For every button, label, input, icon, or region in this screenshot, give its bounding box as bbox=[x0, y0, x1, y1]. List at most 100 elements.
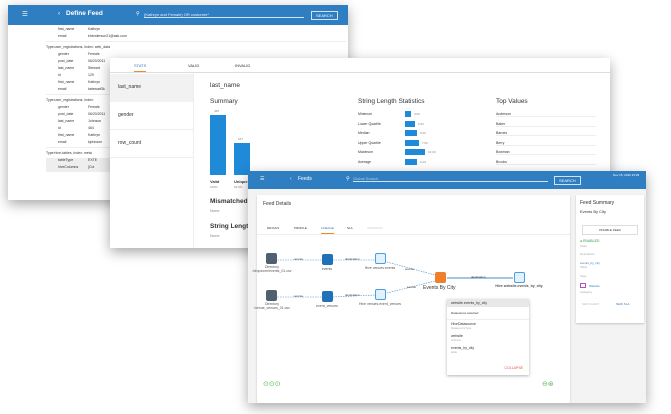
record-value: 06/20/2011 bbox=[88, 59, 106, 63]
summary-bar-pct: 100% bbox=[210, 185, 218, 189]
top-value: Barnes bbox=[496, 131, 596, 136]
popup-row: events_by_city table bbox=[447, 344, 529, 356]
summary-title: Feed Summary bbox=[580, 200, 615, 206]
app-header: ☰ ‹ Define Feed ⚲ (Kathryn and Female) O… bbox=[8, 5, 348, 25]
status-badge: ● ENABLED bbox=[580, 239, 600, 243]
stat-value: 5.00 bbox=[418, 121, 424, 126]
record-value: khenderson21@ask.com bbox=[88, 34, 127, 38]
popup-row-value: events_by_city bbox=[451, 346, 475, 350]
datetime: Nov 15, 2016 15:29 bbox=[613, 173, 640, 177]
new-sla-button[interactable]: NEW SLA bbox=[616, 302, 630, 306]
edge-label: source bbox=[294, 294, 304, 298]
directory-node-icon[interactable] bbox=[266, 290, 277, 301]
node-dir1: Directory /dropzone/events_01.csv bbox=[252, 265, 292, 273]
record-key: first_name bbox=[58, 80, 75, 84]
record-row: first_name Kathryn bbox=[46, 133, 346, 140]
stat-bar bbox=[405, 111, 411, 117]
zoom-controls-icon[interactable]: ⊙⊙⊙ bbox=[263, 381, 281, 388]
share-node-icon[interactable] bbox=[322, 254, 333, 265]
popup-row: HiveDatasource DatasourceType bbox=[447, 320, 529, 332]
top-value: Baker bbox=[496, 122, 596, 127]
string-length-value: None bbox=[210, 233, 220, 238]
search-button[interactable]: SEARCH bbox=[311, 11, 338, 20]
feed-node-icon[interactable] bbox=[435, 272, 446, 283]
string-length-stats-title: String Length Statistics bbox=[358, 98, 425, 105]
stat-label: Upper Quartile bbox=[358, 140, 381, 145]
stat-bar bbox=[405, 120, 415, 127]
stat-value: 7.00 bbox=[422, 140, 428, 145]
tab-details[interactable]: DETAILS bbox=[267, 226, 280, 230]
field-row-count[interactable]: row_count bbox=[110, 130, 193, 158]
feed-summary-card: Feed Summary Events By City DISABLE FEED… bbox=[576, 195, 644, 323]
record-row: email khenderson21@ask.com bbox=[46, 34, 346, 41]
record-value: EXTE bbox=[88, 158, 98, 162]
field-last-name[interactable]: last_name bbox=[110, 74, 193, 102]
directory-node-icon[interactable] bbox=[266, 253, 277, 264]
stat-bar bbox=[405, 158, 418, 165]
edge-label: destination bbox=[345, 293, 360, 297]
field-list: last_name gender row_count bbox=[110, 74, 194, 248]
summary-bar-label: Unique bbox=[234, 179, 248, 184]
record-value: Kathryn bbox=[88, 133, 101, 137]
share-node-icon[interactable] bbox=[322, 291, 333, 302]
table-node-icon[interactable] bbox=[375, 289, 386, 300]
top-value: Anderson bbox=[496, 112, 596, 117]
summary-bar bbox=[234, 143, 250, 175]
mismatched-value: None bbox=[210, 208, 220, 213]
record-value: 464 bbox=[88, 126, 94, 130]
edge-label: destination bbox=[345, 257, 360, 261]
record-row: gender Female bbox=[46, 52, 346, 59]
record-row: id 129 bbox=[46, 73, 346, 80]
record-value: [Col bbox=[88, 165, 95, 169]
tab-valid[interactable]: VALID bbox=[188, 63, 200, 68]
tab-profile[interactable]: PROFILE bbox=[294, 226, 307, 230]
search-input[interactable]: (Kathryn and Female) OR customer* bbox=[144, 12, 304, 18]
table-node-icon[interactable] bbox=[514, 272, 525, 283]
back-icon[interactable]: ‹ bbox=[58, 10, 61, 17]
record-key: post_date bbox=[58, 59, 74, 63]
record-key: first_name bbox=[58, 27, 75, 31]
record-value: 06/20/2011 bbox=[88, 112, 106, 116]
page-title: Feeds bbox=[298, 176, 312, 182]
summary-bar-value: 465 bbox=[214, 109, 220, 113]
record-row: gender Female bbox=[46, 105, 346, 112]
new-alert-button[interactable]: NEW ALERT bbox=[582, 302, 600, 306]
edge-label: source bbox=[407, 285, 417, 289]
back-icon[interactable]: ‹ bbox=[290, 176, 292, 182]
stat-label: Average bbox=[358, 159, 371, 164]
record-row: id 464 bbox=[46, 126, 346, 133]
record-key: id bbox=[58, 126, 61, 130]
table-value: events_by_city bbox=[580, 261, 600, 265]
popup-select[interactable]: Datasource selected bbox=[447, 307, 529, 320]
tab-lineage[interactable]: LINEAGE bbox=[321, 226, 335, 234]
menu-icon[interactable]: ☰ bbox=[260, 176, 265, 182]
node-center: Events By City bbox=[423, 285, 456, 291]
stats-tabs: STATS VALID INVALID bbox=[110, 58, 610, 73]
popup-row: website schema bbox=[447, 332, 529, 344]
collapse-button[interactable]: COLLAPSE bbox=[504, 366, 523, 370]
record-row: email kjohnson bbox=[46, 140, 346, 147]
app-header: ☰ ‹ Feeds ⚲ Global Search SEARCH Nov 15,… bbox=[248, 171, 646, 189]
menu-icon[interactable]: ☰ bbox=[22, 11, 28, 18]
stat-bar bbox=[405, 149, 425, 155]
tab-invalid[interactable]: INVALID bbox=[235, 63, 251, 68]
table-node-icon[interactable] bbox=[375, 253, 386, 264]
record-value: Kathryn bbox=[88, 80, 101, 84]
record-key: last_name bbox=[58, 119, 75, 123]
disable-feed-button[interactable]: DISABLE FEED bbox=[582, 225, 638, 235]
popup-row-value: HiveDatasource bbox=[451, 322, 476, 326]
summary-bar-value: 247 bbox=[238, 137, 244, 142]
node-event-venues: event_venues bbox=[316, 304, 338, 308]
tab-stats[interactable]: STATS bbox=[134, 63, 147, 72]
search-button[interactable]: SEARCH bbox=[554, 176, 581, 185]
record-row: post_date 06/20/2011 bbox=[46, 112, 346, 119]
global-search-input[interactable]: Global Search bbox=[353, 176, 548, 182]
field-gender[interactable]: gender bbox=[110, 102, 193, 130]
tab-versions[interactable]: VERSIONS bbox=[367, 226, 383, 230]
edge-label: source bbox=[405, 267, 415, 271]
tab-sla[interactable]: SLA bbox=[347, 226, 353, 230]
record-row: first_name Kathryn bbox=[46, 27, 346, 34]
page-title: Define Feed bbox=[66, 10, 103, 17]
fit-controls-icon[interactable]: ⊖⊛ bbox=[542, 381, 554, 388]
stat-label: Maximum bbox=[358, 150, 374, 154]
